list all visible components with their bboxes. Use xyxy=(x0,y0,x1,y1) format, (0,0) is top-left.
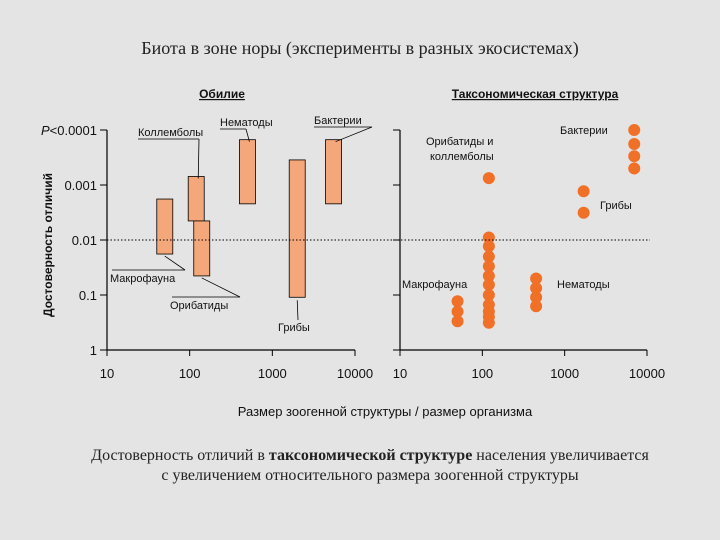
point xyxy=(482,240,495,253)
bar xyxy=(193,220,211,277)
caption-line1-start: Достоверность отличий в xyxy=(91,447,269,464)
point xyxy=(577,185,590,198)
group-label: Нематоды xyxy=(557,279,610,291)
bar xyxy=(187,176,205,222)
point xyxy=(482,250,495,263)
bar-label: Бактерии xyxy=(314,115,362,127)
slide-title: Биота в зоне норы (эксперименты в разных… xyxy=(141,38,579,58)
bar xyxy=(156,198,174,255)
leader-line xyxy=(197,138,200,179)
point xyxy=(451,305,464,318)
group-label: Орибатиды и xyxy=(426,136,493,148)
leader-line xyxy=(201,277,241,298)
x-axis-label: Размер зоогенной структуры / размер орга… xyxy=(238,404,533,419)
point xyxy=(482,316,495,329)
point xyxy=(530,291,543,304)
panel-title-taxonomic: Таксономическая структура xyxy=(452,87,619,101)
leader-line xyxy=(245,128,250,142)
point xyxy=(530,300,543,313)
group-label: Макрофауна xyxy=(402,279,468,291)
caption-line1-end: населения увеличивается xyxy=(472,447,649,464)
right-x-tick-label: 10000 xyxy=(629,366,665,381)
panel-title-abundance: Обилие xyxy=(199,87,245,101)
leader-line xyxy=(296,300,299,321)
leader-line xyxy=(335,126,373,143)
right-x-tick-label: 10 xyxy=(393,366,407,381)
point xyxy=(628,150,641,163)
y-tick-label: 1 xyxy=(90,343,97,358)
bar xyxy=(288,159,306,298)
point xyxy=(482,289,495,301)
caption-line1-bold: таксономической структуре xyxy=(268,447,473,464)
bar-label: Орибатиды xyxy=(170,300,228,312)
y-tick-label: 0.001 xyxy=(64,178,97,193)
point xyxy=(628,124,641,136)
point xyxy=(482,278,495,291)
point xyxy=(482,269,495,282)
left-x-tick-label: 100 xyxy=(179,366,201,381)
point xyxy=(628,138,641,151)
y-tick-label: P<0.0001 xyxy=(41,123,97,138)
point xyxy=(451,295,464,308)
caption: Достоверность отличий в таксономической … xyxy=(40,446,700,486)
y-tick-label: 0.1 xyxy=(79,288,97,303)
figure-svg: Обилие Достоверность отличий P<0.0001 0.0… xyxy=(41,87,665,419)
left-annotations: Макрофауна Коллемболы Орибатиды Нематоды Гри… xyxy=(110,115,373,334)
point xyxy=(482,172,495,185)
bar xyxy=(325,139,342,205)
point xyxy=(482,260,495,273)
point xyxy=(530,272,543,285)
group-label: Бактерии xyxy=(560,125,608,137)
group-label: коллемболы xyxy=(430,151,494,163)
group-label: Грибы xyxy=(600,200,632,212)
point xyxy=(577,206,590,219)
point xyxy=(628,162,641,175)
right-x-tick-label: 1000 xyxy=(550,366,579,381)
left-x-tick-label: 1000 xyxy=(258,366,287,381)
left-x-tick-label: 10 xyxy=(100,366,114,381)
leader-line xyxy=(164,255,186,271)
caption-line2: с увеличением относительного размера зоо… xyxy=(161,467,579,484)
bar-label: Макрофауна xyxy=(110,273,176,285)
right-x-tick-label: 100 xyxy=(471,366,493,381)
point xyxy=(451,315,464,328)
bar-label: Коллемболы xyxy=(138,127,203,139)
bar xyxy=(239,139,256,205)
bar-label: Нематоды xyxy=(220,117,273,129)
bar-label: Грибы xyxy=(278,322,310,334)
y-tick-label: 0.01 xyxy=(72,233,97,248)
y-axis-label: Достоверность отличий xyxy=(41,173,55,317)
right-annotations: Макрофауна Орибатиды и коллемболы Нематоды Г… xyxy=(402,125,632,291)
left-x-tick-label: 10000 xyxy=(337,366,373,381)
point xyxy=(530,282,543,295)
